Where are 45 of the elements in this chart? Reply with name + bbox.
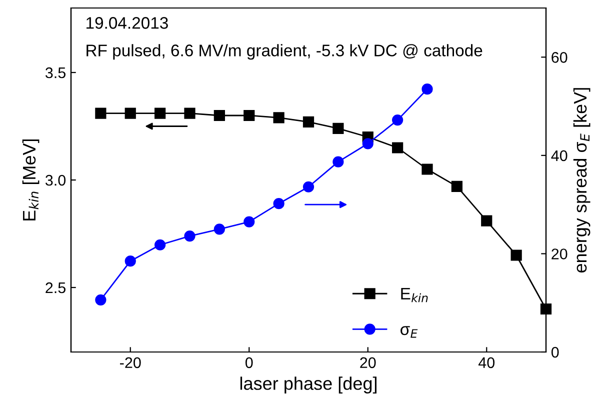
point xyxy=(214,224,225,235)
point xyxy=(392,142,404,154)
y-axis-title: E$_{kin}$ [MeV] xyxy=(22,139,40,220)
point xyxy=(244,110,255,122)
point xyxy=(273,112,284,124)
point xyxy=(124,108,136,119)
point xyxy=(302,116,314,128)
point xyxy=(302,181,314,192)
point xyxy=(540,303,552,315)
annotation: 19.04.2013 xyxy=(86,17,168,29)
annotation: RF pulsed, 6.6 MV/m gradient, -5.3 kV DC @ cathode xyxy=(86,44,482,60)
x-axis-title: laser phase [deg] xyxy=(240,376,376,394)
point xyxy=(362,138,374,150)
y-tick-label: 2.5 xyxy=(46,282,66,294)
point xyxy=(124,256,136,267)
point xyxy=(273,198,284,210)
point xyxy=(154,239,166,250)
point xyxy=(154,108,166,119)
point xyxy=(184,108,196,119)
y-tick-label: 3.5 xyxy=(45,67,66,78)
point xyxy=(510,250,522,261)
point xyxy=(332,122,344,134)
x-tick-label: 20 xyxy=(360,357,376,368)
point xyxy=(422,84,433,95)
x-tick-label: 40 xyxy=(478,357,495,368)
point xyxy=(332,156,344,168)
y2-tick-label: 40 xyxy=(551,150,568,162)
x-tick-label: 0 xyxy=(245,357,253,368)
legend-label: E$_{kin}$ xyxy=(401,288,428,302)
y2-tick-label: 60 xyxy=(552,52,568,63)
point xyxy=(392,114,404,126)
point xyxy=(451,180,462,192)
point xyxy=(214,110,225,122)
y2-tick-label: 20 xyxy=(552,248,568,260)
legend-label: σ$_{E}$ xyxy=(400,326,418,338)
point xyxy=(244,216,255,228)
y-tick-label: 3.0 xyxy=(45,174,66,186)
y2-tick-label: 0 xyxy=(551,346,559,358)
y2-axis-title: energy spread σ$_{E}$ [keV] xyxy=(573,88,590,272)
x-tick-label: -20 xyxy=(120,357,141,368)
point xyxy=(481,215,492,226)
point xyxy=(184,230,196,242)
point xyxy=(422,164,433,175)
point xyxy=(95,294,106,306)
point xyxy=(95,108,106,119)
